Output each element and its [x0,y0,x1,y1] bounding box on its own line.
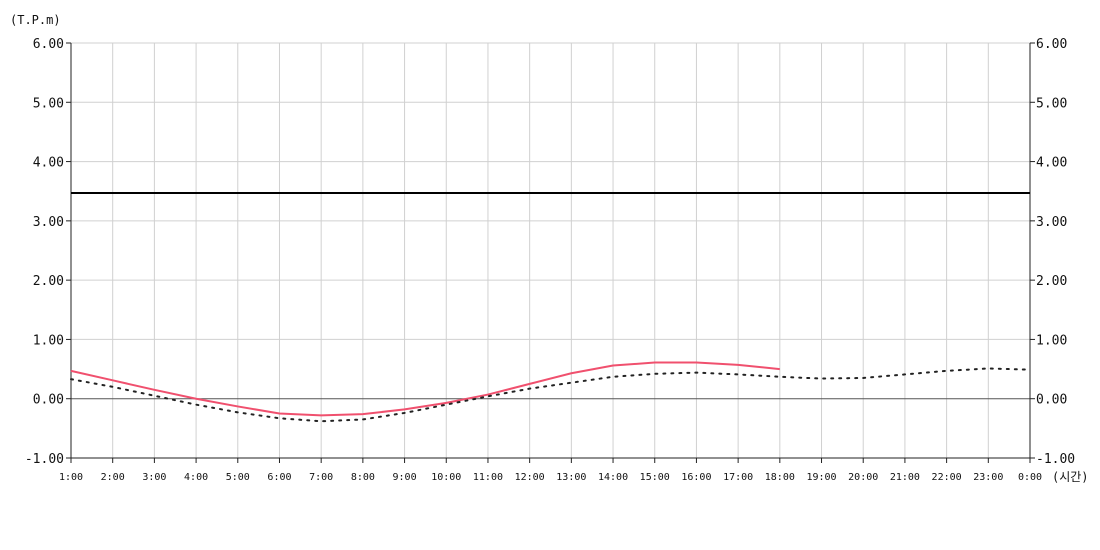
x-tick-label: 20:00 [848,472,878,483]
x-tick-label: 15:00 [640,472,670,483]
x-tick-label: 7:00 [309,472,333,483]
y-tick-label-left: 6.00 [33,37,64,52]
x-tick-label: 5:00 [226,472,250,483]
series-lines [70,191,1031,423]
x-tick-label: 22:00 [932,472,962,483]
y-tick-label-right: 2.00 [1036,274,1067,289]
x-tick-label: 13:00 [556,472,586,483]
x-tick-label: 3:00 [142,472,166,483]
x-tick-label: 0:00 [1018,472,1042,483]
y-tick-label-right: 5.00 [1036,96,1067,111]
x-tick-label: 6:00 [267,472,291,483]
x-tick-label: 17:00 [723,472,753,483]
tick-labels: -1.00 -1.00 0.00 0.00 1.00 1.00 2.00 2.00 3.00 3.… [25,37,1075,483]
x-axis-unit-label: (시간) [1052,470,1089,484]
y-tick-label-left: 4.00 [33,156,64,171]
x-tick-label: 9:00 [393,472,417,483]
y-tick-label-left: 1.00 [33,333,64,348]
axes [66,42,1035,463]
y-tick-label-right: -1.00 [1036,452,1075,467]
y-tick-label-right: 3.00 [1036,215,1067,230]
x-tick-label: 8:00 [351,472,375,483]
x-tick-label: 10:00 [431,472,461,483]
grid-lines [71,42,1030,459]
y-tick-label-left: -1.00 [25,452,64,467]
x-tick-label: 19:00 [806,472,836,483]
y-tick-label-right: 0.00 [1036,393,1067,408]
y-tick-label-left: 5.00 [33,96,64,111]
x-tick-label: 21:00 [890,472,920,483]
x-tick-label: 11:00 [473,472,503,483]
x-tick-label: 2:00 [101,472,125,483]
x-tick-label: 12:00 [515,472,545,483]
y-tick-label-right: 6.00 [1036,37,1067,52]
y-tick-label-left: 3.00 [33,215,64,230]
x-tick-label: 16:00 [681,472,711,483]
x-tick-label: 23:00 [973,472,1003,483]
x-tick-label: 1:00 [59,472,83,483]
y-tick-label-right: 1.00 [1036,333,1067,348]
y-axis-unit-label: (T.P.m) [10,13,61,27]
solid-series-line [70,361,780,417]
y-tick-label-left: 2.00 [33,274,64,289]
x-tick-label: 4:00 [184,472,208,483]
dotted-series-line [70,367,1031,423]
x-tick-label: 14:00 [598,472,628,483]
x-tick-label: 18:00 [765,472,795,483]
y-tick-label-left: 0.00 [33,393,64,408]
y-tick-label-right: 4.00 [1036,156,1067,171]
